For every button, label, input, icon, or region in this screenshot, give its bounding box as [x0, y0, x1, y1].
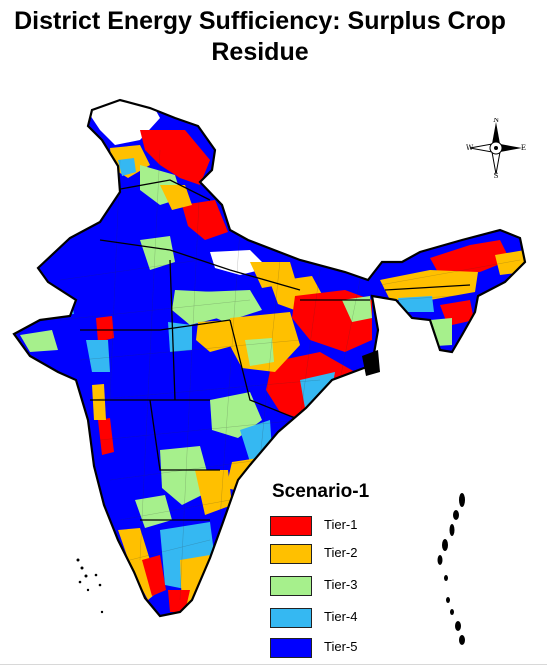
region-no-data-north	[80, 100, 160, 145]
legend-item-tier-2: Tier-2	[270, 544, 440, 564]
region-tier1-uk	[182, 200, 228, 240]
region-tier3-up-west	[140, 236, 175, 270]
region-tier4-meghalaya	[398, 296, 434, 312]
title-line-1: District Energy Sufficiency: Surplus Cro…	[14, 7, 506, 35]
region-tier5-tripura	[452, 322, 468, 348]
legend-item-tier-4: Tier-4	[270, 608, 440, 628]
district-regions	[20, 100, 525, 612]
region-tier3-wb	[342, 296, 372, 322]
legend-swatch-tier-4	[270, 608, 312, 628]
region-tier3-karnataka	[160, 446, 212, 505]
legend-item-tier-1: Tier-1	[270, 516, 440, 536]
legend-label-tier-2: Tier-2	[324, 545, 358, 560]
legend-label-tier-1: Tier-1	[324, 517, 358, 532]
region-tier3-telangana	[210, 392, 262, 438]
title-line-2: Residue	[211, 38, 309, 66]
legend-label-tier-4: Tier-4	[324, 609, 358, 624]
legend-title: Scenario-1	[272, 481, 370, 502]
map-legend: Scenario-1 Tier-1 Tier-2 Tier-3 Tier-4 T…	[262, 478, 442, 658]
region-tier4-jk	[118, 158, 136, 176]
region-tier4-mp	[168, 322, 192, 352]
region-tier2-karnataka	[195, 470, 232, 515]
district-boundaries	[59, 149, 521, 601]
region-tier2-konkan	[92, 384, 106, 420]
legend-swatch-tier-1	[270, 516, 312, 536]
bottom-divider	[0, 664, 547, 665]
sundarbans-coast	[362, 350, 380, 376]
region-tier4-kutch	[40, 296, 74, 316]
andaman-nicobar-islands	[437, 493, 465, 645]
legend-swatch-tier-2	[270, 544, 312, 564]
legend-swatch-tier-5	[270, 638, 312, 658]
state-boundaries	[80, 179, 471, 521]
legend-label-tier-3: Tier-3	[324, 577, 358, 592]
region-tier3-mp	[172, 290, 218, 325]
region-tier2-uk	[160, 185, 192, 210]
region-tier3-chhattisgarh	[245, 338, 274, 366]
compass-rose: N S E W	[466, 116, 526, 180]
page-title: District Energy Sufficiency: Surplus Cro…	[0, 6, 520, 68]
compass-w: W	[466, 144, 474, 152]
region-tier1-kerala	[142, 555, 166, 596]
region-tier3-gujarat	[20, 330, 58, 352]
region-tier2-mp	[196, 320, 236, 352]
legend-item-tier-3: Tier-3	[270, 576, 440, 596]
region-tier2-assam	[380, 270, 478, 300]
region-tier4-gujarat	[86, 340, 110, 372]
compass-e: E	[521, 144, 526, 152]
region-tier1-rajasthan-south	[96, 316, 114, 342]
region-tier1-jk	[140, 130, 210, 185]
legend-item-tier-5: Tier-5	[270, 638, 440, 658]
region-tier1-arunachal	[430, 240, 510, 276]
region-tier1-tamilnadu	[168, 590, 190, 612]
compass-icon: N S E W	[466, 116, 526, 180]
legend-swatch-tier-3	[270, 576, 312, 596]
compass-s: S	[494, 172, 499, 178]
region-tier1-goa	[98, 418, 114, 455]
legend-label-tier-5: Tier-5	[324, 639, 358, 654]
compass-n: N	[493, 118, 499, 124]
lakshadweep-islands	[76, 558, 104, 614]
